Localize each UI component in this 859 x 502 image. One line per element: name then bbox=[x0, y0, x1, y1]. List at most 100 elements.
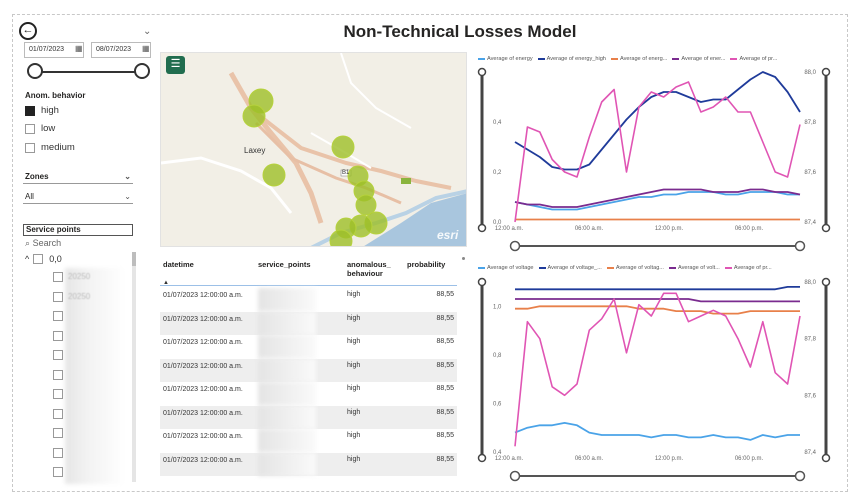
slider-handle[interactable] bbox=[821, 453, 831, 463]
service-point-checkbox[interactable] bbox=[53, 447, 63, 458]
service-point-checkbox[interactable] bbox=[53, 311, 63, 321]
energy-line-chart[interactable]: 0,0 0,2 0,4 87,4 87,6 87,8 88,0 12:00 a.m. 06:00… bbox=[475, 64, 833, 256]
cell-probability: 88,55 bbox=[436, 291, 454, 298]
checkbox[interactable] bbox=[25, 142, 35, 153]
map-view[interactable] bbox=[160, 52, 467, 247]
cell-probability: 88,55 bbox=[436, 314, 454, 322]
slider-handle[interactable] bbox=[509, 240, 521, 252]
zones-select[interactable]: All ⌄ bbox=[23, 190, 133, 204]
y-tick-label-right: 87,8 bbox=[804, 120, 816, 126]
map-menu-button[interactable]: ☰ bbox=[166, 56, 185, 74]
service-point-checkbox[interactable] bbox=[53, 389, 63, 399]
scrollbar-thumb[interactable] bbox=[132, 252, 136, 266]
anom-option-low[interactable]: low bbox=[25, 123, 55, 134]
chevron-down-icon[interactable]: ⌄ bbox=[143, 26, 152, 37]
anom-option-high[interactable]: high bbox=[25, 105, 59, 116]
slider-handle[interactable] bbox=[794, 240, 806, 252]
cell-behaviour: high bbox=[347, 385, 361, 392]
y-tick-label-right: 88,0 bbox=[804, 280, 816, 286]
voltage-line-chart[interactable]: 0,4 0,6 0,8 1,0 87,4 87,6 87,8 88,0 12:00 a.m. 06… bbox=[475, 274, 833, 486]
legend-item[interactable]: Average of energ... bbox=[610, 56, 667, 62]
calendar-icon[interactable]: ▦ bbox=[75, 44, 83, 53]
table-row[interactable]: 01/07/2023 12:00:00 a.m. high 88,55 bbox=[160, 429, 457, 452]
slider-handle[interactable] bbox=[477, 223, 487, 233]
legend-item[interactable]: Average of volt... bbox=[668, 265, 720, 271]
legend-item[interactable]: Average of pr... bbox=[724, 265, 772, 271]
slider-handle[interactable] bbox=[821, 67, 831, 77]
calendar-icon[interactable]: ▦ bbox=[142, 44, 150, 53]
date-range-start-handle[interactable] bbox=[27, 63, 43, 79]
legend-item[interactable]: Average of energy_high bbox=[537, 56, 606, 62]
chevron-down-icon[interactable]: ⌄ bbox=[124, 172, 131, 181]
legend-item[interactable]: Average of ener... bbox=[672, 56, 725, 62]
legend-label: Average of voltag... bbox=[615, 265, 664, 271]
col-header-anomalous-behaviour[interactable]: anomalous_ behaviour bbox=[347, 260, 391, 278]
slider-handle[interactable] bbox=[821, 277, 831, 287]
checkbox-checked[interactable] bbox=[25, 105, 35, 116]
checkbox[interactable] bbox=[33, 254, 44, 264]
series-line bbox=[514, 81, 801, 223]
tree-root-item[interactable]: ^ 0,0 bbox=[25, 254, 62, 264]
chevron-up-icon[interactable]: ^ bbox=[25, 254, 30, 264]
y-tick-label-left: 0,4 bbox=[493, 450, 502, 456]
cell-behaviour: high bbox=[347, 455, 361, 463]
table-row[interactable]: 01/07/2023 12:00:00 a.m. high 88,55 bbox=[160, 405, 457, 429]
col-header-service-points[interactable]: service_points bbox=[258, 260, 311, 269]
cell-behaviour: high bbox=[347, 408, 361, 416]
chevron-down-icon[interactable]: ⌄ bbox=[124, 192, 131, 201]
y-tick-label-left: 1,0 bbox=[493, 304, 502, 310]
cell-service-point-redacted bbox=[258, 288, 316, 311]
service-point-checkbox[interactable] bbox=[53, 408, 63, 419]
table-row[interactable]: 01/07/2023 12:00:00 a.m. high 88,55 bbox=[160, 452, 457, 476]
table-row[interactable]: 01/07/2023 12:00:00 a.m. high 88,55 bbox=[160, 382, 457, 405]
table-row[interactable]: 01/07/2023 12:00:00 a.m. high 88,55 bbox=[160, 311, 457, 335]
legend-item[interactable]: Average of pr... bbox=[730, 56, 777, 62]
legend-item[interactable]: Average of voltag... bbox=[606, 265, 664, 271]
start-date-input[interactable]: 01/07/2023 bbox=[24, 42, 84, 58]
table-row[interactable]: 01/07/2023 12:00:00 a.m. high 88,55 bbox=[160, 335, 457, 358]
zones-title[interactable]: Zones ⌄ bbox=[23, 170, 133, 184]
slider-handle[interactable] bbox=[821, 223, 831, 233]
map-tiles bbox=[161, 53, 466, 246]
slider-handle[interactable] bbox=[477, 277, 487, 287]
col-header-datetime[interactable]: datetime bbox=[163, 260, 194, 269]
scrollbar[interactable] bbox=[132, 252, 136, 482]
service-point-checkbox[interactable] bbox=[53, 291, 63, 302]
slider-handle[interactable] bbox=[794, 470, 806, 482]
cell-datetime: 01/07/2023 12:00:00 a.m. bbox=[163, 362, 243, 370]
chart-legend[interactable]: Average of voltage Average of voltage_...… bbox=[478, 265, 772, 271]
x-tick-label: 12:00 a.m. bbox=[495, 456, 524, 462]
back-arrow-icon[interactable]: ← bbox=[19, 22, 37, 40]
service-point-checkbox[interactable] bbox=[53, 330, 63, 341]
service-point-checkbox[interactable] bbox=[53, 350, 63, 360]
legend-swatch bbox=[730, 58, 738, 60]
legend-item[interactable]: Average of voltage bbox=[478, 265, 534, 271]
zones-label: Zones bbox=[25, 172, 49, 181]
slider-handle[interactable] bbox=[509, 470, 521, 482]
sort-ascending-icon[interactable]: ▲ bbox=[163, 280, 169, 286]
table-row[interactable]: 01/07/2023 12:00:00 a.m. high 88,55 bbox=[160, 288, 457, 311]
chart-legend[interactable]: Average of energy Average of energy_high A… bbox=[478, 56, 777, 62]
anom-option-medium[interactable]: medium bbox=[25, 142, 75, 153]
legend-label: Average of ener... bbox=[681, 56, 726, 62]
service-point-checkbox[interactable] bbox=[53, 428, 63, 438]
more-options-icon[interactable] bbox=[462, 257, 465, 260]
slider-handle[interactable] bbox=[477, 67, 487, 77]
legend-item[interactable]: Average of voltage_... bbox=[538, 265, 602, 271]
table-row[interactable]: 01/07/2023 12:00:00 a.m. high 88,55 bbox=[160, 358, 457, 382]
service-point-checkbox[interactable] bbox=[53, 369, 63, 380]
service-point-checkbox[interactable] bbox=[53, 467, 63, 477]
slider-handle[interactable] bbox=[477, 453, 487, 463]
checkbox[interactable] bbox=[25, 123, 35, 134]
service-points-search[interactable]: ⌕ Search bbox=[25, 238, 61, 249]
service-point-checkbox[interactable] bbox=[53, 272, 63, 282]
legend-label: Average of voltage bbox=[487, 265, 534, 271]
date-range-track[interactable] bbox=[36, 71, 142, 73]
tree-root-label: 0,0 bbox=[49, 254, 62, 264]
col-header-probability[interactable]: probability bbox=[407, 260, 446, 269]
x-tick-label: 12:00 a.m. bbox=[495, 226, 524, 232]
date-range-end-handle[interactable] bbox=[134, 63, 150, 79]
legend-item[interactable]: Average of energy bbox=[478, 56, 533, 62]
end-date-input[interactable]: 08/07/2023 bbox=[91, 42, 151, 58]
legend-swatch bbox=[538, 267, 546, 269]
